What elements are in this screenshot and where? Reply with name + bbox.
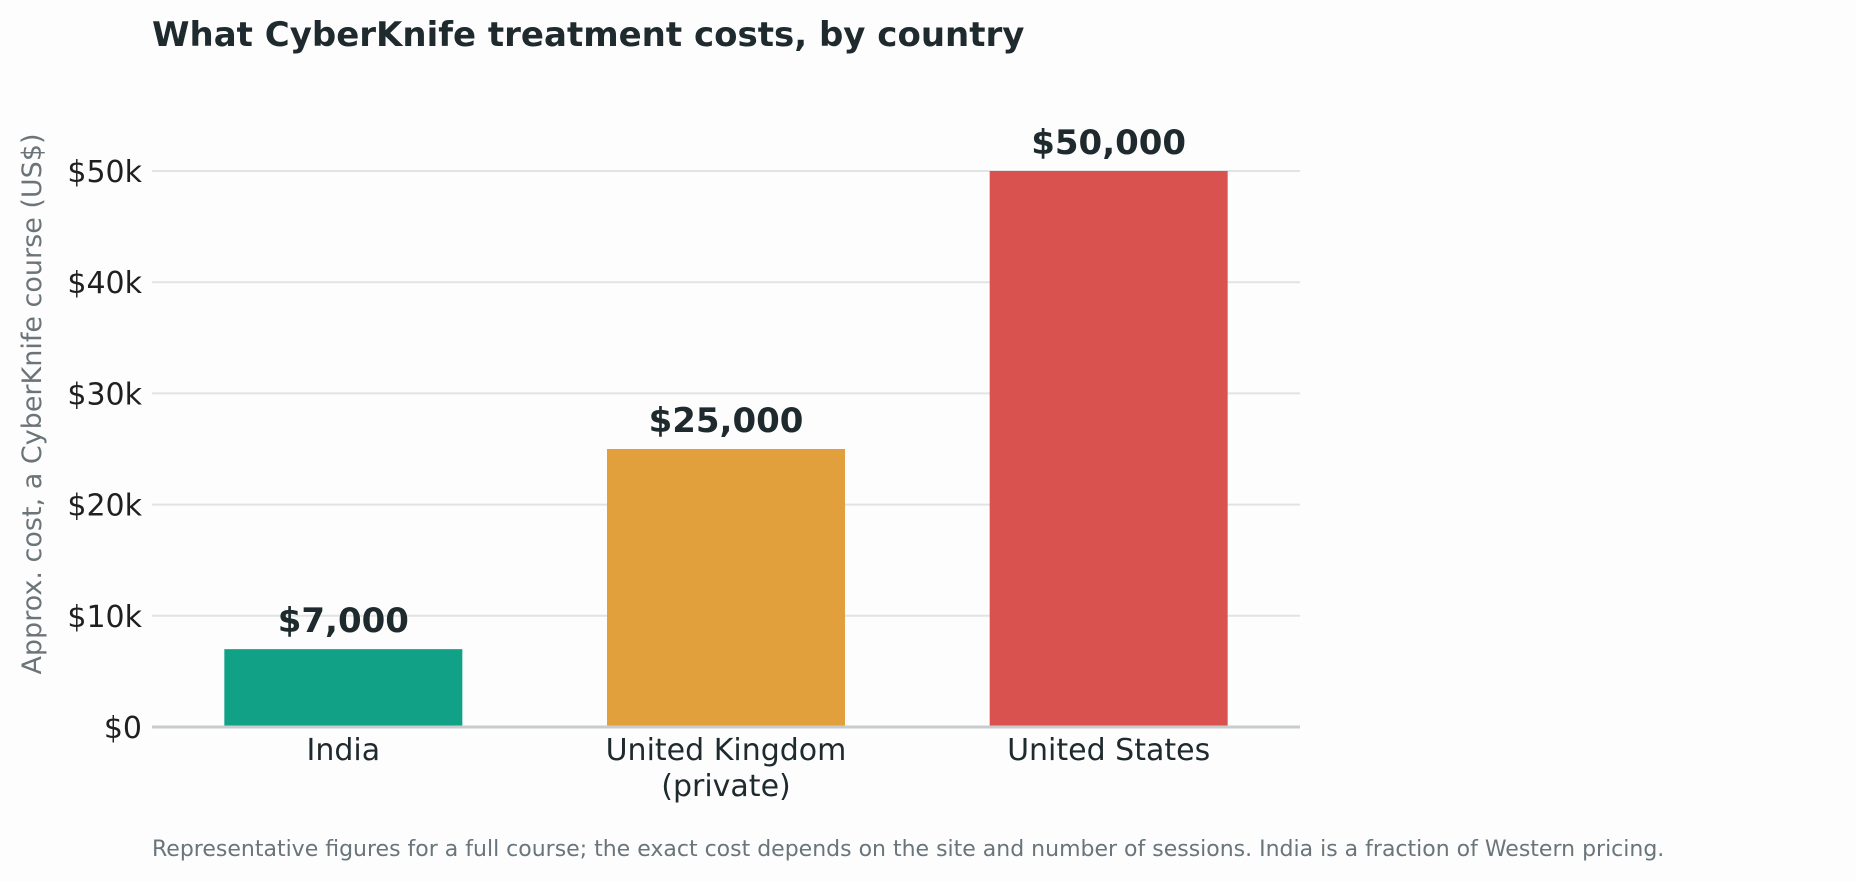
y-tick-label: $10k: [67, 600, 142, 635]
bar-value-label: $25,000: [649, 401, 804, 441]
bar: [224, 649, 463, 727]
x-tick-label: India: [307, 733, 381, 768]
y-tick-label: $20k: [67, 489, 142, 524]
chart-title: What CyberKnife treatment costs, by coun…: [152, 15, 1024, 55]
y-tick-labels: $0 $10k $20k $30k $40k $50k: [67, 155, 142, 746]
y-tick-label: $30k: [67, 377, 142, 412]
data-labels: $7,000 $25,000 $50,000: [278, 123, 1186, 641]
bar-value-label: $50,000: [1031, 123, 1186, 163]
x-tick-labels: India United Kingdom (private) United State…: [307, 733, 1211, 804]
chart-footnote: Representative figures for a full course…: [152, 837, 1664, 862]
y-tick-label: $50k: [67, 155, 142, 190]
bar-value-label: $7,000: [278, 601, 409, 641]
x-tick-label: United Kingdom (private): [606, 733, 847, 804]
bar: [607, 449, 845, 727]
y-tick-label: $0: [104, 711, 142, 746]
y-tick-label: $40k: [67, 266, 142, 301]
x-tick-label: United States: [1007, 733, 1210, 768]
bar: [989, 171, 1228, 727]
bars: [224, 171, 1228, 727]
y-axis-label: Approx. cost, a CyberKnife course (US$): [17, 133, 48, 674]
